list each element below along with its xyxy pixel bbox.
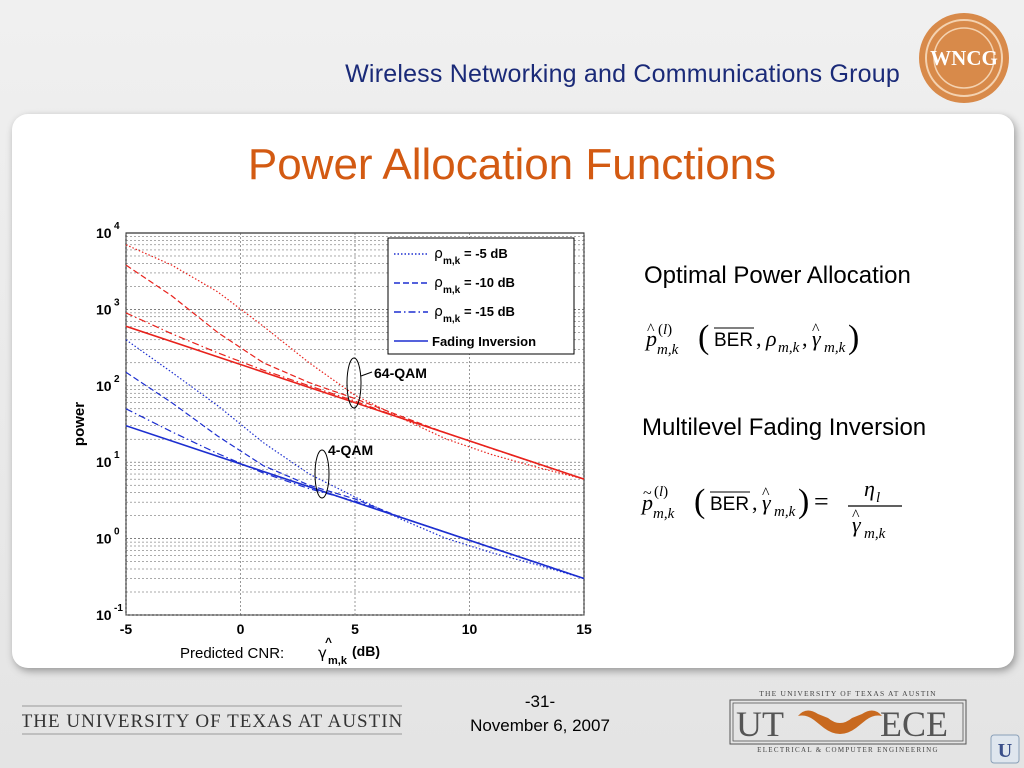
x-tick-label: -5	[120, 621, 133, 637]
fading-inversion-formula: p ~ (l) m,k ( BER , γ ^ m,k ) = η l γ ^ …	[640, 476, 902, 542]
series-line-64-qam-dashed	[125, 264, 585, 480]
y-tick-exponent: 3	[114, 297, 120, 308]
x-axis-gamma-symbol: γ	[318, 644, 327, 662]
svg-text:,: ,	[756, 326, 762, 351]
legend-subscript: m,k	[443, 256, 461, 267]
legend-label: = -5 dB	[464, 246, 508, 261]
svg-text:m,k: m,k	[653, 506, 675, 522]
x-tick-label: 15	[576, 621, 592, 637]
svg-text:ρ: ρ	[765, 326, 777, 351]
y-tick-exponent: 0	[114, 527, 120, 538]
x-tick-labels: -5 0 5 10 15	[120, 621, 592, 637]
svg-text:=: =	[814, 487, 829, 516]
y-tick-exponent: -1	[114, 603, 123, 614]
wncg-logo: WNCG	[919, 13, 1009, 103]
series-line-64-qam-solid	[125, 325, 585, 480]
y-tick-exponent: 4	[114, 221, 120, 232]
ut-home-icon[interactable]: U	[990, 734, 1020, 764]
legend-label: = -10 dB	[464, 275, 515, 290]
annotation-4qam: 4-QAM	[314, 442, 373, 499]
legend-rho-symbol: ρ	[434, 275, 443, 291]
y-tick-label: 10	[96, 607, 112, 623]
legend-rho-symbol: ρ	[434, 304, 443, 320]
svg-text:^: ^	[762, 485, 770, 502]
ut-austin-text: THE UNIVERSITY OF TEXAS AT AUSTIN	[22, 711, 402, 732]
svg-text:(: (	[694, 483, 705, 520]
slide-title: Power Allocation Functions	[247, 140, 777, 189]
ut-ece-bottom-text: ELECTRICAL & COMPUTER ENGINEERING	[757, 746, 939, 754]
svg-text:): )	[798, 483, 809, 520]
x-tick-label: 0	[237, 621, 245, 637]
y-tick-label: 10	[96, 225, 112, 241]
svg-text:m,k: m,k	[864, 526, 886, 542]
annotation-64qam: 64-QAM	[346, 357, 427, 409]
y-tick-label: 10	[96, 301, 112, 317]
y-tick-label: 10	[96, 531, 112, 547]
svg-text:(l): (l)	[658, 322, 672, 338]
y-tick-exponent: 2	[114, 374, 120, 385]
y-axis-label: power	[71, 402, 88, 446]
ut-ece-ece-text: ECE	[880, 704, 948, 744]
x-tick-label: 10	[462, 621, 478, 637]
chart-series	[125, 244, 585, 580]
wncg-logo-text: WNCG	[930, 46, 998, 70]
svg-text:,: ,	[802, 326, 808, 351]
svg-text:p: p	[640, 490, 653, 515]
legend-label: = -15 dB	[464, 304, 515, 319]
svg-text:l: l	[876, 490, 880, 506]
svg-text:η: η	[864, 476, 875, 501]
svg-text:~: ~	[643, 485, 652, 502]
heading-multilevel-fading: Multilevel Fading Inversion	[642, 414, 927, 441]
x-axis-subscript: m,k	[328, 655, 348, 667]
svg-text:U: U	[998, 740, 1012, 762]
svg-text:BER: BER	[714, 330, 753, 351]
heading-optimal-power: Optimal Power Allocation	[644, 262, 911, 289]
footer-date: November 6, 2007	[470, 716, 610, 735]
legend-box	[387, 237, 575, 355]
svg-text:^: ^	[852, 507, 860, 524]
svg-text:(: (	[698, 319, 709, 356]
svg-text:m,k: m,k	[824, 340, 846, 356]
legend-subscript: m,k	[443, 314, 461, 325]
chart-legend: ρ m,k= -5 dBρ m,k= -10 dBρ m,k= -15 dBFadin…	[387, 237, 575, 355]
x-axis-hat-symbol: ^	[325, 635, 332, 649]
annotation-4qam-label: 4-QAM	[328, 442, 373, 458]
svg-text:): )	[848, 319, 859, 356]
svg-text:γ: γ	[762, 490, 772, 515]
longhorn-icon	[798, 710, 882, 734]
svg-text:m,k: m,k	[778, 340, 800, 356]
annotation-64qam-label: 64-QAM	[374, 365, 427, 381]
x-axis-unit: (dB)	[352, 643, 380, 659]
series-line-4-qam-solid	[125, 424, 585, 580]
svg-text:(l): (l)	[654, 484, 668, 500]
svg-text:m,k: m,k	[657, 342, 679, 358]
x-tick-label: 5	[351, 621, 359, 637]
ut-ece-top-text: THE UNIVERSITY OF TEXAS AT AUSTIN	[759, 689, 937, 698]
x-axis-label-text: Predicted CNR:	[180, 645, 284, 662]
svg-text:,: ,	[752, 490, 758, 515]
svg-text:γ: γ	[812, 326, 822, 351]
group-title: Wireless Networking and Communications G…	[345, 60, 900, 88]
svg-text:^: ^	[812, 321, 820, 338]
optimal-power-formula: p ^ (l) m,k ( BER , ρ m,k , γ ^ m,k )	[644, 319, 859, 358]
y-tick-label: 10	[96, 378, 112, 394]
legend-subscript: m,k	[443, 285, 461, 296]
y-tick-exponent: 1	[114, 450, 120, 461]
svg-text:γ: γ	[852, 512, 862, 537]
svg-text:BER: BER	[710, 494, 749, 515]
ut-austin-wordmark: THE UNIVERSITY OF TEXAS AT AUSTIN	[22, 705, 402, 735]
svg-text:^: ^	[647, 321, 655, 338]
series-line-64-qam-dotted	[125, 244, 585, 480]
svg-text:m,k: m,k	[774, 504, 796, 520]
svg-text:p: p	[644, 326, 657, 351]
y-tick-label: 10	[96, 454, 112, 470]
legend-rho-symbol: ρ	[434, 246, 443, 262]
ut-ece-logo: THE UNIVERSITY OF TEXAS AT AUSTIN UT ECE…	[729, 689, 967, 754]
page-number: -31-	[524, 692, 556, 711]
legend-label: Fading Inversion	[432, 334, 536, 349]
ut-ece-ut-text: UT	[736, 704, 784, 744]
x-axis-label: Predicted CNR: γ ^ m,k (dB)	[180, 635, 380, 667]
